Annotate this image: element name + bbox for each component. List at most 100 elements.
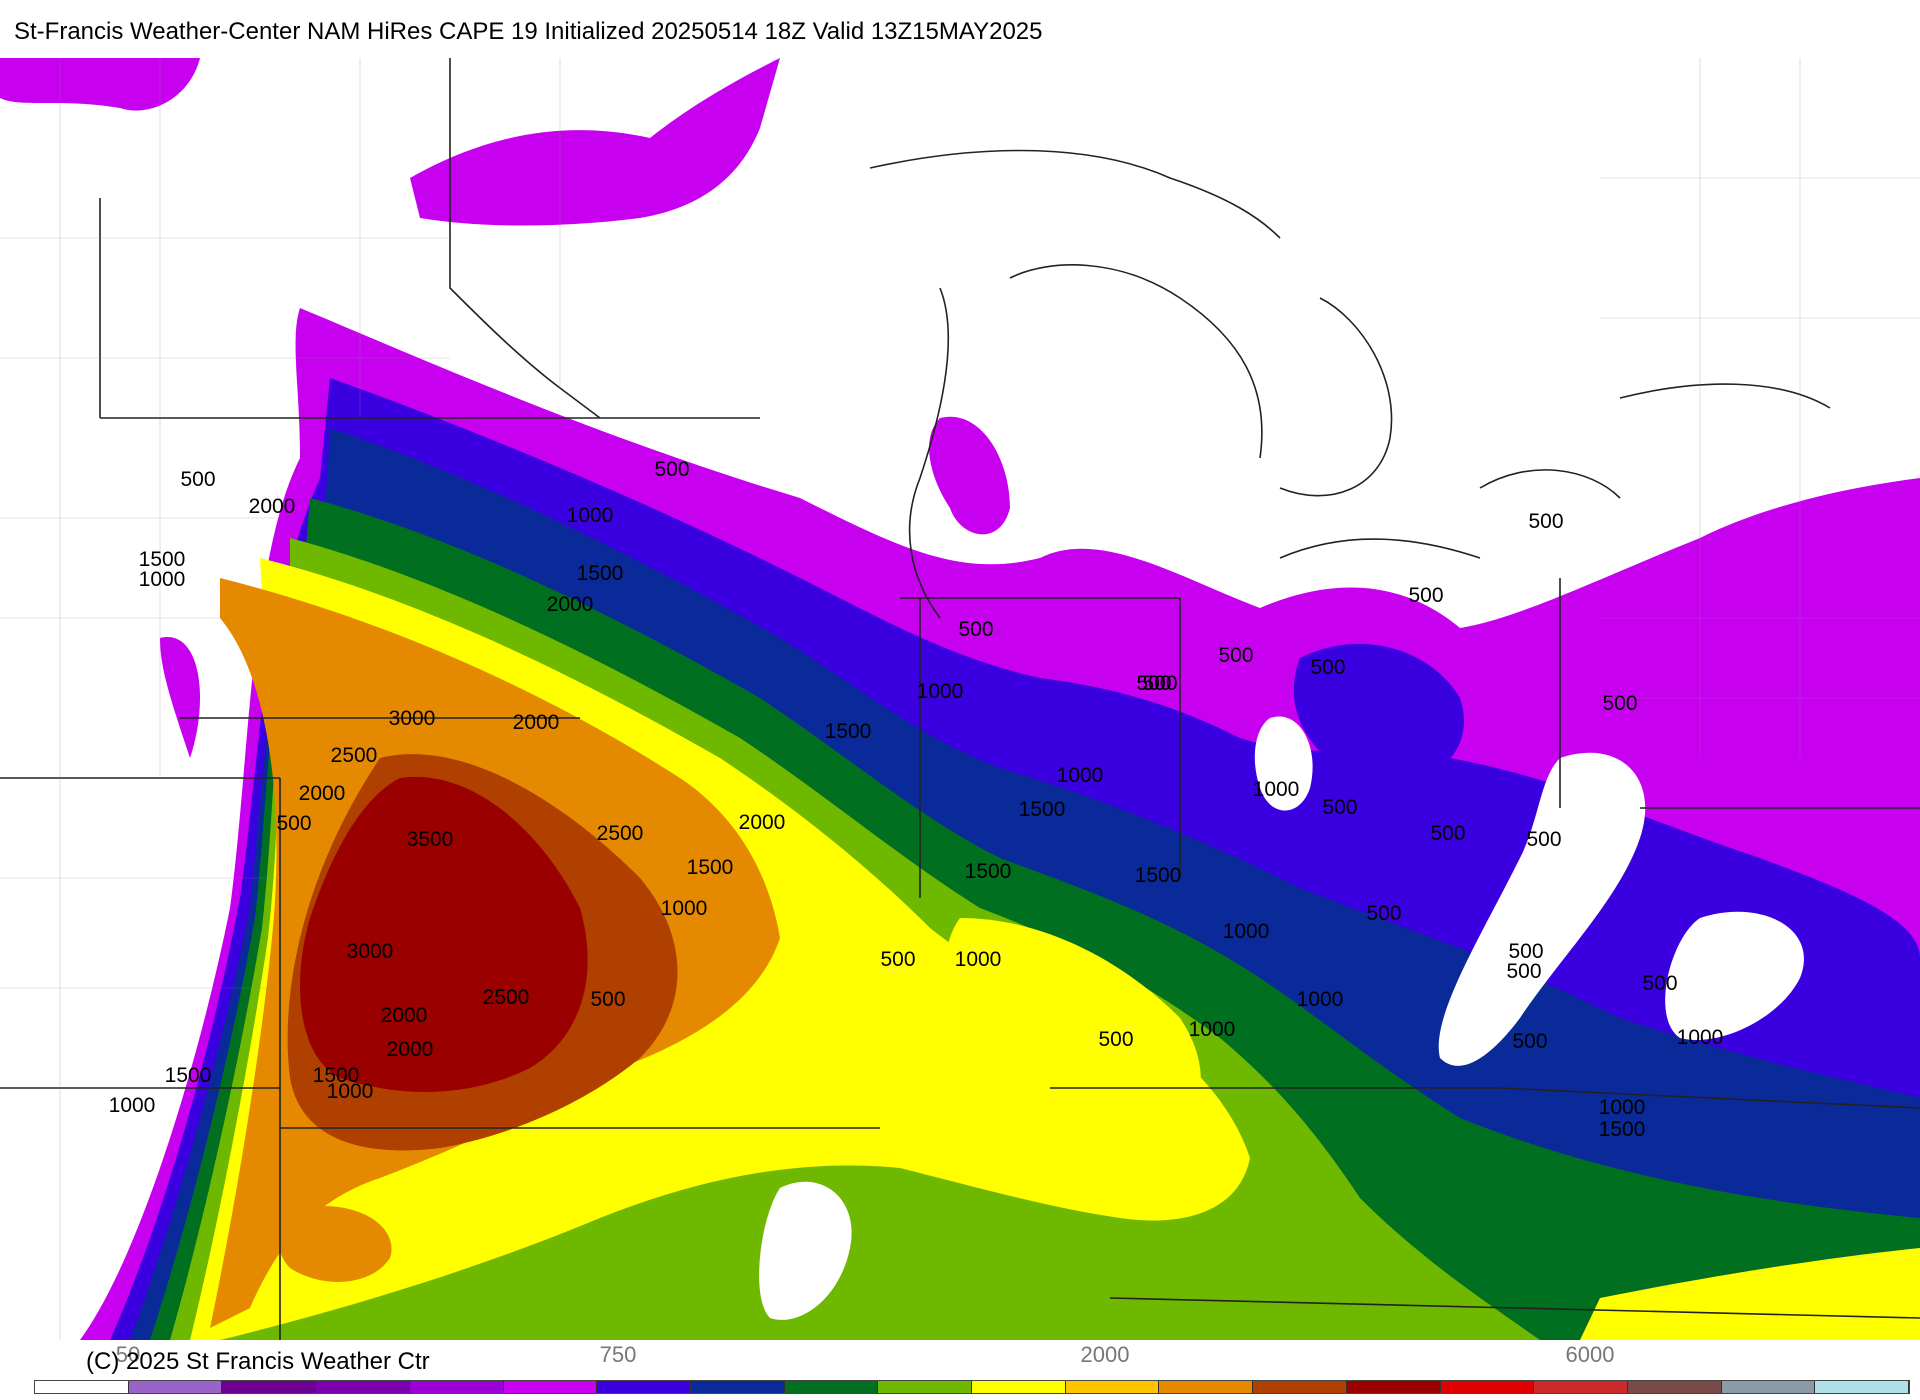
cape-gap-east-2	[1665, 911, 1804, 1040]
colorbar-swatch	[222, 1381, 317, 1393]
contour-label: 500	[1098, 1028, 1133, 1051]
colorbar-swatch	[1815, 1381, 1910, 1393]
contour-label: 500	[1602, 692, 1637, 715]
contour-label: 500	[590, 988, 625, 1011]
contour-label: 1500	[577, 562, 624, 585]
contour-label: 2500	[331, 744, 378, 767]
colorbar-swatch	[1253, 1381, 1347, 1393]
cape-gap-ohio	[1254, 716, 1313, 811]
contour-label: 1000	[917, 680, 964, 703]
contour-label: 1000	[661, 897, 708, 920]
contour-label: 2000	[387, 1038, 434, 1061]
contour-label: 1000	[1189, 1018, 1236, 1041]
colorbar-ticks: 50 750 2000 6000	[0, 1342, 1920, 1367]
contour-label: 500	[654, 458, 689, 481]
contour-label: 1000	[327, 1080, 374, 1103]
colorbar-tick-label: 6000	[1565, 1342, 1615, 1367]
colorbar-swatch	[35, 1381, 129, 1393]
contour-label: 1500	[313, 1064, 360, 1087]
contour-label: 500	[1408, 584, 1443, 607]
contour-label: 2000	[739, 811, 786, 834]
colorbar-swatch	[972, 1381, 1066, 1393]
contour-label: 1000	[1223, 920, 1270, 943]
contour-label: 1500	[825, 720, 872, 743]
contour-label: 1500	[165, 1064, 212, 1087]
contour-label: 500	[1310, 656, 1345, 679]
colorbar-swatch	[1346, 1381, 1441, 1393]
contour-label: 1500	[687, 856, 734, 879]
cape-band-250-west	[160, 637, 200, 758]
contour-label: 2000	[547, 593, 594, 616]
cape-band-500-ohio	[1293, 643, 1464, 784]
contour-label: 500	[1506, 960, 1541, 983]
cape-band-250-lake	[929, 416, 1010, 535]
cape-band-2000-tx	[279, 1206, 392, 1282]
contour-label: 2000	[299, 782, 346, 805]
contour-label: 500	[1508, 940, 1543, 963]
contour-label: 3000	[347, 940, 394, 963]
contour-label: 500	[1528, 510, 1563, 533]
cape-band-250-north	[410, 58, 780, 226]
colorbar-swatch	[1065, 1381, 1160, 1393]
contour-label: 500	[958, 618, 993, 641]
contour-label: 500	[1526, 828, 1561, 851]
colorbar-tick-label: 50	[115, 1342, 141, 1367]
county-grid	[0, 58, 1920, 1340]
colorbar-swatch	[597, 1381, 691, 1393]
contour-label: 500	[1322, 796, 1357, 819]
contour-label: 500	[1512, 1030, 1547, 1053]
contour-label: 1000	[1057, 764, 1104, 787]
state-boundaries	[0, 58, 1920, 1340]
colorbar-swatch	[409, 1381, 504, 1393]
contour-label: 2500	[483, 986, 530, 1009]
cape-band-3000	[300, 776, 588, 1092]
contour-label: 1000	[1677, 1026, 1724, 1049]
contour-label: 500	[180, 468, 215, 491]
contour-label: 1000	[1253, 778, 1300, 801]
contour-label: 3000	[389, 707, 436, 730]
contour-label: 1000	[139, 568, 186, 591]
colorbar-swatch	[784, 1381, 879, 1393]
colorbar-tick-label: 2000	[1080, 1342, 1130, 1367]
contour-label: 1000	[1599, 1096, 1646, 1119]
great-lakes-outline	[869, 149, 1831, 619]
cape-gap-south	[759, 1181, 852, 1320]
contour-label: 2500	[597, 822, 644, 845]
colorbar-swatch	[316, 1381, 410, 1393]
contour-label: 3500	[407, 828, 454, 851]
cape-band-1500-se	[1580, 1248, 1920, 1340]
contour-label: 1000	[955, 948, 1002, 971]
copyright-text: (C) 2025 St Francis Weather Ctr	[86, 1348, 430, 1375]
contour-label: 1500	[1599, 1118, 1646, 1141]
contour-label: 1000	[567, 504, 614, 527]
contour-label: 1500	[139, 548, 186, 571]
contour-label: 500	[1142, 672, 1177, 695]
contour-label: 500	[1366, 902, 1401, 925]
colorbar-swatch	[1159, 1381, 1254, 1393]
contour-label: 1500	[965, 860, 1012, 883]
contour-label: 500	[1430, 822, 1465, 845]
contour-label: 1000	[1297, 988, 1344, 1011]
colorbar-swatch	[503, 1381, 598, 1393]
contour-label: 500	[880, 948, 915, 971]
colorbar-swatch	[1627, 1381, 1722, 1393]
contour-label: 2000	[249, 495, 296, 518]
colorbar-swatch	[128, 1381, 223, 1393]
cape-band-250-nw	[0, 58, 200, 111]
contour-label: 1500	[1135, 864, 1182, 887]
colorbar	[34, 1380, 1910, 1394]
colorbar-swatch	[1440, 1381, 1535, 1393]
contour-label: 1500	[1019, 798, 1066, 821]
cape-band-1500-center	[945, 918, 1201, 1138]
contour-label: 500	[1136, 672, 1171, 695]
colorbar-tick-label: 750	[599, 1342, 637, 1367]
contour-label: 500	[1642, 972, 1677, 995]
colorbar-swatch	[1721, 1381, 1816, 1393]
contour-label: 2000	[513, 711, 560, 734]
contour-label: 1000	[109, 1094, 156, 1117]
contour-label: 500	[1218, 644, 1253, 667]
colorbar-swatch	[1534, 1381, 1628, 1393]
colorbar-swatch	[878, 1381, 973, 1393]
